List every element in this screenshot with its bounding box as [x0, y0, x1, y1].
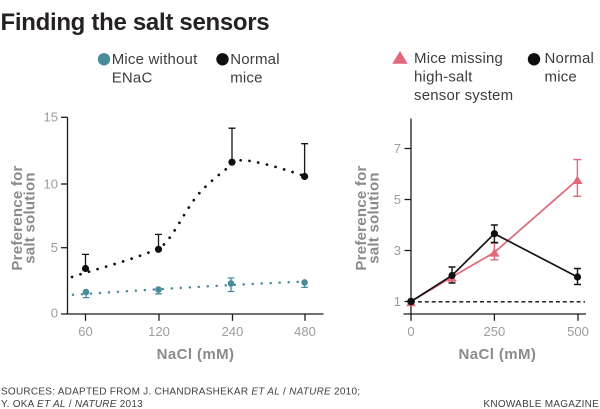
svg-text:high-salt: high-salt	[414, 69, 473, 86]
svg-text:NaCl (mM): NaCl (mM)	[459, 346, 537, 363]
svg-text:salt solution: salt solution	[366, 172, 383, 264]
svg-text:Normal: Normal	[230, 51, 280, 68]
svg-text:mice: mice	[545, 69, 577, 86]
svg-text:mice: mice	[230, 70, 262, 87]
svg-text:5: 5	[51, 240, 58, 255]
svg-text:5: 5	[394, 192, 401, 207]
svg-text:KNOWABLE MAGAZINE: KNOWABLE MAGAZINE	[483, 399, 599, 409]
svg-text:Finding the salt sensors: Finding the salt sensors	[1, 9, 270, 36]
svg-text:Mice without: Mice without	[112, 51, 198, 68]
svg-text:ENaC: ENaC	[112, 70, 153, 87]
svg-text:NaCl (mM): NaCl (mM)	[157, 346, 235, 363]
svg-text:120: 120	[148, 324, 170, 339]
svg-text:Y. OKA ET AL / NATURE 2013: Y. OKA ET AL / NATURE 2013	[1, 399, 143, 409]
svg-text:7: 7	[394, 141, 401, 156]
svg-text:250: 250	[484, 324, 506, 339]
svg-text:1: 1	[394, 294, 401, 309]
svg-text:Mice missing: Mice missing	[414, 50, 503, 67]
svg-text:60: 60	[78, 324, 92, 339]
svg-text:0: 0	[407, 324, 414, 339]
svg-text:Normal: Normal	[545, 50, 595, 67]
svg-text:3: 3	[394, 243, 401, 258]
svg-text:10: 10	[44, 177, 58, 192]
svg-text:SOURCES: ADAPTED FROM J. CHAND: SOURCES: ADAPTED FROM J. CHANDRASHEKAR E…	[1, 386, 360, 397]
svg-text:500: 500	[567, 324, 589, 339]
svg-text:480: 480	[294, 324, 316, 339]
svg-text:sensor system: sensor system	[414, 87, 513, 104]
svg-text:Preference for: Preference for	[9, 165, 26, 270]
svg-text:Preference for: Preference for	[353, 165, 370, 270]
svg-text:salt solution: salt solution	[22, 172, 39, 264]
svg-text:240: 240	[222, 324, 244, 339]
svg-text:0: 0	[51, 306, 58, 321]
svg-text:15: 15	[44, 110, 58, 125]
